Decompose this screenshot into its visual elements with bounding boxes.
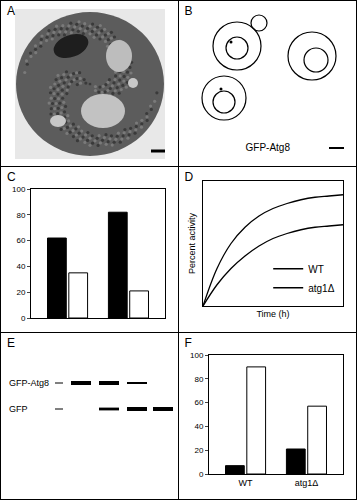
svg-text:0: 0 <box>21 314 26 323</box>
svg-text:atg1Δ: atg1Δ <box>308 283 334 294</box>
svg-text:GFP-Atg8: GFP-Atg8 <box>245 142 290 153</box>
svg-text:40: 40 <box>16 262 25 271</box>
svg-text:Percent activity: Percent activity <box>187 212 197 274</box>
svg-text:80: 80 <box>16 211 25 220</box>
svg-text:0: 0 <box>198 470 203 479</box>
html-text:D: D <box>184 170 194 184</box>
html-text:A: A <box>7 4 15 18</box>
svg-text:60: 60 <box>16 236 25 245</box>
svg-text:GFP: GFP <box>9 404 28 414</box>
svg-text:20: 20 <box>16 288 25 297</box>
svg-text:100: 100 <box>190 351 204 360</box>
html-text:F: F <box>184 336 192 350</box>
svg-text:WT: WT <box>238 478 252 488</box>
svg-text:60: 60 <box>194 398 203 407</box>
svg-text:80: 80 <box>194 375 203 384</box>
svg-text:100: 100 <box>12 185 26 194</box>
svg-text:GFP-Atg8: GFP-Atg8 <box>9 378 49 388</box>
svg-text:Time (h): Time (h) <box>256 309 289 319</box>
html-text:B: B <box>184 4 193 18</box>
html-text:C: C <box>7 170 16 184</box>
svg-text:atg1Δ: atg1Δ <box>294 478 318 488</box>
svg-text:WT: WT <box>308 264 324 275</box>
html-text:E: E <box>7 336 15 350</box>
svg-text:20: 20 <box>194 446 203 455</box>
svg-text:40: 40 <box>194 422 203 431</box>
